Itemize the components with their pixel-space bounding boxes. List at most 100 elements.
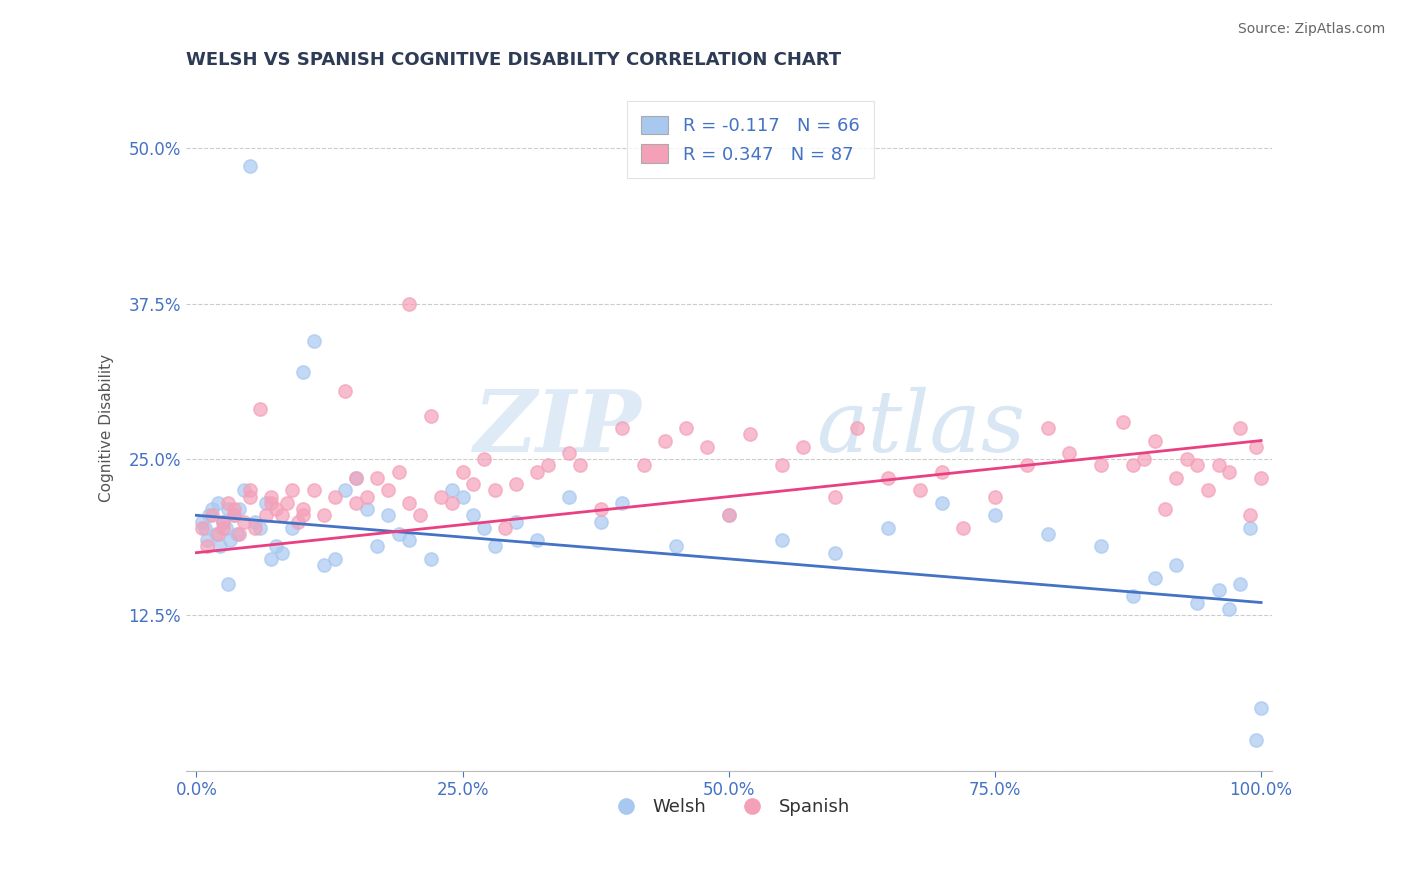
Point xyxy=(1164,558,1187,573)
Point xyxy=(398,496,420,510)
Point xyxy=(212,515,235,529)
Point xyxy=(239,160,262,174)
Point xyxy=(335,384,357,398)
Point xyxy=(356,502,378,516)
Point xyxy=(1036,421,1059,435)
Point xyxy=(770,458,793,473)
Point xyxy=(558,490,581,504)
Point xyxy=(440,483,463,498)
Point xyxy=(505,515,527,529)
Point xyxy=(1239,521,1261,535)
Point xyxy=(335,483,357,498)
Point xyxy=(1112,415,1135,429)
Point xyxy=(239,483,262,498)
Point xyxy=(222,508,245,523)
Point xyxy=(770,533,793,548)
Point xyxy=(207,527,229,541)
Point xyxy=(1143,571,1166,585)
Point xyxy=(314,508,336,523)
Point xyxy=(984,490,1007,504)
Point xyxy=(291,508,314,523)
Point xyxy=(1133,452,1156,467)
Point xyxy=(1197,483,1219,498)
Point xyxy=(270,508,292,523)
Point xyxy=(1229,421,1251,435)
Point xyxy=(194,521,217,535)
Point xyxy=(738,427,761,442)
Point xyxy=(1059,446,1081,460)
Point xyxy=(249,521,271,535)
Point xyxy=(484,483,506,498)
Point xyxy=(931,465,953,479)
Text: atlas: atlas xyxy=(815,387,1025,469)
Point xyxy=(212,521,235,535)
Point xyxy=(589,502,612,516)
Point xyxy=(484,540,506,554)
Point xyxy=(558,446,581,460)
Y-axis label: Cognitive Disability: Cognitive Disability xyxy=(100,354,114,502)
Point xyxy=(287,515,309,529)
Point xyxy=(1250,701,1272,715)
Point xyxy=(344,471,367,485)
Point xyxy=(1143,434,1166,448)
Point xyxy=(217,496,239,510)
Point xyxy=(190,521,212,535)
Point xyxy=(633,458,655,473)
Point xyxy=(314,558,336,573)
Point xyxy=(281,521,304,535)
Point xyxy=(195,533,218,548)
Point xyxy=(463,477,485,491)
Point xyxy=(910,483,932,498)
Point xyxy=(398,533,420,548)
Point xyxy=(654,434,676,448)
Point xyxy=(612,496,634,510)
Point xyxy=(201,508,224,523)
Point xyxy=(344,471,367,485)
Point xyxy=(366,540,388,554)
Point xyxy=(217,577,239,591)
Point xyxy=(388,527,411,541)
Point xyxy=(276,496,298,510)
Point xyxy=(207,496,229,510)
Point xyxy=(505,477,527,491)
Point xyxy=(440,496,463,510)
Point xyxy=(612,421,634,435)
Point xyxy=(239,490,262,504)
Point xyxy=(249,402,271,417)
Point xyxy=(472,452,495,467)
Point xyxy=(409,508,432,523)
Point xyxy=(1244,732,1267,747)
Point xyxy=(1208,582,1230,597)
Point xyxy=(472,521,495,535)
Text: WELSH VS SPANISH COGNITIVE DISABILITY CORRELATION CHART: WELSH VS SPANISH COGNITIVE DISABILITY CO… xyxy=(186,51,841,69)
Point xyxy=(717,508,740,523)
Point xyxy=(717,508,740,523)
Point xyxy=(260,490,283,504)
Point xyxy=(264,540,287,554)
Point xyxy=(1218,601,1240,615)
Point xyxy=(195,540,218,554)
Point xyxy=(675,421,697,435)
Point xyxy=(398,296,420,310)
Point xyxy=(451,465,474,479)
Point xyxy=(377,508,399,523)
Point xyxy=(1015,458,1038,473)
Text: ZIP: ZIP xyxy=(474,386,643,470)
Point xyxy=(215,521,238,535)
Point xyxy=(952,521,974,535)
Point xyxy=(419,552,441,566)
Point xyxy=(233,483,256,498)
Point xyxy=(1036,527,1059,541)
Point xyxy=(270,546,292,560)
Point xyxy=(1239,508,1261,523)
Point xyxy=(254,508,277,523)
Point xyxy=(260,496,283,510)
Point xyxy=(217,502,239,516)
Point xyxy=(664,540,686,554)
Point xyxy=(931,496,953,510)
Point xyxy=(1164,471,1187,485)
Point xyxy=(254,496,277,510)
Point xyxy=(877,521,900,535)
Point xyxy=(344,496,367,510)
Point xyxy=(198,508,221,523)
